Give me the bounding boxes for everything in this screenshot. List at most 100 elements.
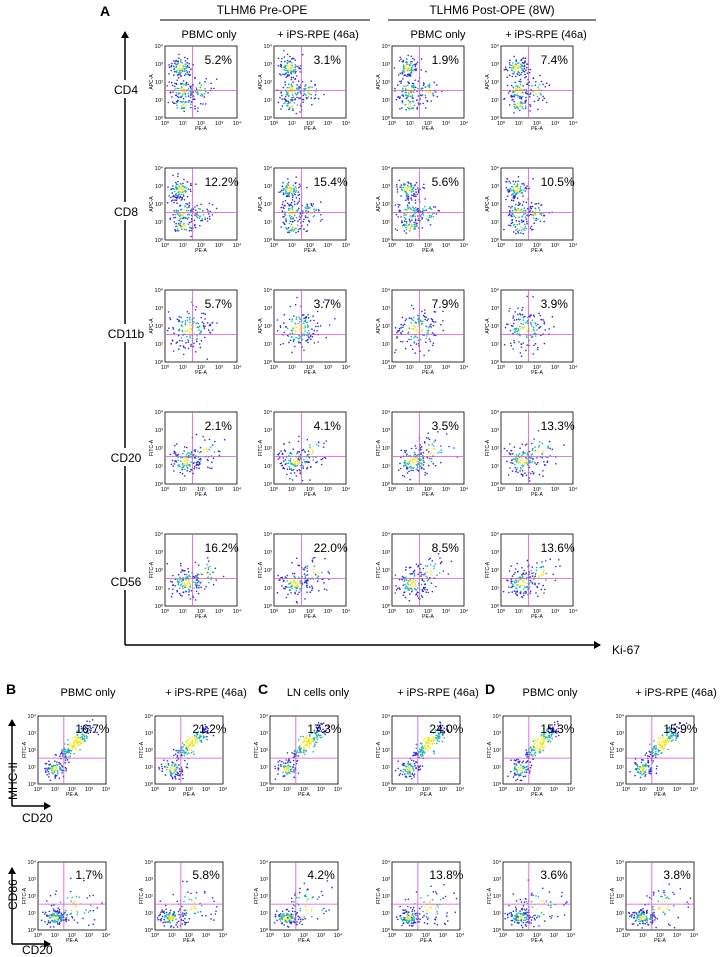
data-point bbox=[504, 66, 507, 69]
data-point bbox=[178, 223, 180, 225]
data-point bbox=[401, 71, 404, 74]
data-point bbox=[282, 189, 285, 192]
data-point bbox=[511, 210, 514, 212]
data-point bbox=[433, 206, 435, 208]
data-point bbox=[393, 67, 396, 69]
data-point bbox=[299, 104, 302, 107]
data-point bbox=[417, 325, 420, 327]
data-point bbox=[180, 101, 183, 103]
data-point bbox=[183, 91, 186, 93]
data-point bbox=[204, 318, 206, 320]
data-point bbox=[177, 62, 180, 64]
data-point bbox=[426, 472, 429, 475]
y-tick-label: 10³ bbox=[145, 731, 153, 737]
data-point bbox=[285, 188, 288, 191]
data-point bbox=[410, 769, 413, 772]
data-point bbox=[173, 70, 176, 73]
y-tick-label: 10² bbox=[264, 324, 272, 330]
data-point bbox=[282, 580, 285, 583]
y-channel-label: FITC-A bbox=[254, 741, 260, 758]
data-point bbox=[183, 582, 186, 585]
upper-right-percent: 10.5% bbox=[541, 175, 575, 189]
data-point bbox=[190, 106, 192, 109]
data-point bbox=[194, 309, 197, 311]
data-point bbox=[187, 571, 190, 573]
data-point bbox=[523, 213, 525, 216]
data-point bbox=[292, 187, 295, 190]
data-point bbox=[405, 108, 407, 111]
flow-plot: 10⁰10⁰10¹10¹10²10²10³10³10⁴10⁴PE-AAPC-A1… bbox=[485, 165, 578, 254]
data-point bbox=[292, 108, 294, 110]
data-point bbox=[543, 342, 546, 345]
data-point bbox=[541, 453, 543, 455]
data-point bbox=[204, 313, 206, 316]
data-point bbox=[71, 737, 73, 740]
data-point bbox=[399, 80, 401, 83]
data-point bbox=[327, 724, 330, 726]
data-point bbox=[65, 770, 67, 772]
x-tick-label: 10⁰ bbox=[388, 486, 397, 493]
data-point bbox=[296, 581, 298, 584]
data-point bbox=[293, 214, 296, 217]
data-point bbox=[310, 203, 313, 206]
data-point bbox=[181, 330, 184, 333]
data-point bbox=[286, 86, 289, 89]
data-point bbox=[173, 221, 176, 223]
data-point bbox=[424, 565, 427, 567]
x-tick-label: 10¹ bbox=[179, 609, 187, 615]
data-point bbox=[530, 321, 532, 324]
data-point bbox=[64, 766, 67, 769]
data-point bbox=[307, 461, 309, 464]
data-point bbox=[185, 101, 188, 103]
data-point bbox=[559, 565, 561, 567]
data-point bbox=[516, 467, 518, 469]
data-point bbox=[510, 96, 513, 98]
x-tick-label: 10³ bbox=[202, 787, 210, 793]
data-point bbox=[158, 766, 160, 769]
data-point bbox=[407, 88, 410, 91]
upper-right-percent: 3.7% bbox=[314, 297, 342, 311]
x-channel-label: PE-A bbox=[531, 370, 543, 376]
data-point bbox=[188, 331, 191, 333]
data-point bbox=[174, 216, 177, 219]
data-point bbox=[307, 216, 309, 219]
data-point bbox=[507, 214, 510, 217]
data-point bbox=[402, 64, 405, 67]
data-point bbox=[298, 207, 300, 210]
data-point bbox=[182, 345, 185, 347]
data-point bbox=[281, 453, 284, 456]
data-point bbox=[307, 335, 310, 338]
data-point bbox=[289, 187, 292, 189]
data-point bbox=[307, 314, 310, 316]
data-point bbox=[417, 462, 419, 465]
data-point bbox=[175, 188, 178, 191]
data-point bbox=[190, 103, 192, 105]
data-point bbox=[399, 772, 402, 775]
data-point bbox=[306, 438, 309, 441]
data-point bbox=[408, 470, 410, 473]
data-point bbox=[69, 755, 72, 757]
data-point bbox=[186, 330, 189, 333]
data-point bbox=[76, 730, 78, 733]
data-point bbox=[288, 231, 291, 234]
data-point bbox=[433, 445, 435, 447]
y-tick-label: 10⁴ bbox=[145, 713, 154, 720]
data-point bbox=[283, 313, 286, 316]
data-point bbox=[524, 216, 527, 218]
data-point bbox=[417, 189, 420, 191]
data-point bbox=[280, 450, 282, 452]
data-point bbox=[538, 88, 541, 90]
data-point bbox=[437, 209, 440, 212]
data-point bbox=[194, 90, 197, 93]
data-point bbox=[407, 67, 410, 69]
data-point bbox=[317, 209, 320, 211]
y-tick-label: 10⁴ bbox=[264, 43, 273, 50]
data-point bbox=[277, 453, 279, 456]
data-point bbox=[525, 576, 528, 579]
x-tick-label: 10² bbox=[533, 487, 541, 493]
data-point bbox=[424, 94, 427, 96]
data-point bbox=[207, 732, 210, 734]
data-point bbox=[524, 573, 526, 576]
data-point bbox=[538, 312, 540, 315]
data-point bbox=[182, 215, 184, 217]
